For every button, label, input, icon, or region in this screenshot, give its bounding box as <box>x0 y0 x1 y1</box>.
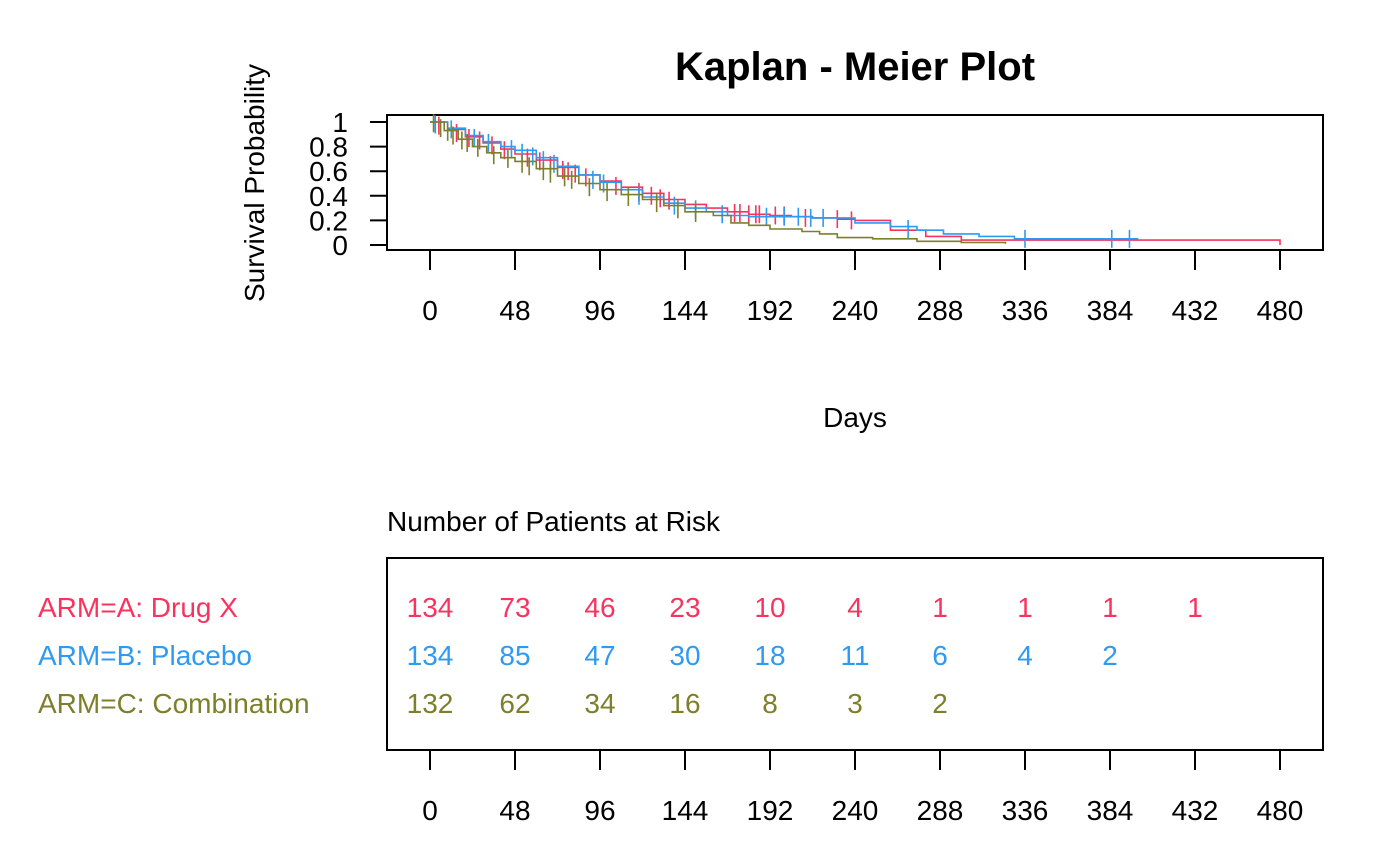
risk-count: 1 <box>1017 592 1033 623</box>
risk-count: 23 <box>669 592 700 623</box>
risk-count: 18 <box>754 640 785 671</box>
risk-count: 2 <box>1102 640 1118 671</box>
x-tick-label: 432 <box>1172 295 1219 326</box>
x-axis: 0 48 96 144 192 240 288 336 384 432 480 <box>422 250 1303 326</box>
x-tick-label: 336 <box>1002 795 1049 826</box>
x-tick-label: 480 <box>1257 295 1304 326</box>
x-tick-label: 192 <box>747 795 794 826</box>
risk-count: 73 <box>499 592 530 623</box>
risk-count: 85 <box>499 640 530 671</box>
x-tick-label: 192 <box>747 295 794 326</box>
risk-count: 1 <box>1102 592 1118 623</box>
risk-count: 134 <box>407 592 454 623</box>
risk-count: 62 <box>499 688 530 719</box>
x-tick-label: 144 <box>662 795 709 826</box>
x-tick-label: 288 <box>917 295 964 326</box>
x-tick-label: 48 <box>499 795 530 826</box>
risk-count: 8 <box>762 688 778 719</box>
risk-count: 46 <box>584 592 615 623</box>
x-axis-label: Days <box>823 402 887 433</box>
y-tick-label: 0.2 <box>309 205 348 236</box>
risk-count: 134 <box>407 640 454 671</box>
risk-table-title: Number of Patients at Risk <box>387 506 721 537</box>
y-tick-label: 0.6 <box>309 156 348 187</box>
risk-count: 30 <box>669 640 700 671</box>
risk-count: 1 <box>932 592 948 623</box>
y-tick-label: 0 <box>332 230 348 261</box>
risk-row-label: ARM=A: Drug X <box>38 592 238 623</box>
x-tick-label: 0 <box>422 795 438 826</box>
risk-count: 1 <box>1187 592 1203 623</box>
x-tick-label: 480 <box>1257 795 1304 826</box>
plot-frame <box>386 114 1324 251</box>
risk-count: 4 <box>847 592 863 623</box>
risk-row-label: ARM=B: Placebo <box>38 640 252 671</box>
risk-count: 34 <box>584 688 615 719</box>
risk-count: 2 <box>932 688 948 719</box>
x-tick-label: 96 <box>584 795 615 826</box>
risk-count: 10 <box>754 592 785 623</box>
x-tick-label: 240 <box>832 295 879 326</box>
survival-curve-series-3 <box>430 121 1007 244</box>
x-tick-label: 432 <box>1172 795 1219 826</box>
x-tick-label: 144 <box>662 295 709 326</box>
x-tick-label: 0 <box>422 295 438 326</box>
risk-count: 4 <box>1017 640 1033 671</box>
x-tick-label: 336 <box>1002 295 1049 326</box>
x-tick-label: 288 <box>917 795 964 826</box>
x-tick-label: 384 <box>1087 795 1134 826</box>
survival-curve-series-1 <box>430 121 1281 245</box>
x-tick-label: 96 <box>584 295 615 326</box>
y-tick-label: 1 <box>332 107 348 138</box>
y-axis: 00.20.40.60.81 <box>309 107 387 261</box>
risk-row-label: ARM=C: Combination <box>38 688 310 719</box>
survival-curves <box>430 114 1281 248</box>
y-tick-label: 0.4 <box>309 181 348 212</box>
chart-title: Kaplan - Meier Plot <box>675 45 1035 89</box>
x-tick-label: 384 <box>1087 295 1134 326</box>
risk-table-x-axis: 0 48 96 144 192 240 288 336 384 432 480 <box>422 750 1303 826</box>
risk-count: 11 <box>840 640 869 671</box>
x-tick-label: 240 <box>832 795 879 826</box>
risk-count: 3 <box>847 688 863 719</box>
x-tick-label: 48 <box>499 295 530 326</box>
y-axis-label: Survival Probability <box>239 64 270 302</box>
risk-count: 6 <box>932 640 948 671</box>
risk-count: 47 <box>584 640 615 671</box>
risk-count: 132 <box>407 688 454 719</box>
y-tick-label: 0.8 <box>309 132 348 163</box>
risk-count: 16 <box>669 688 700 719</box>
